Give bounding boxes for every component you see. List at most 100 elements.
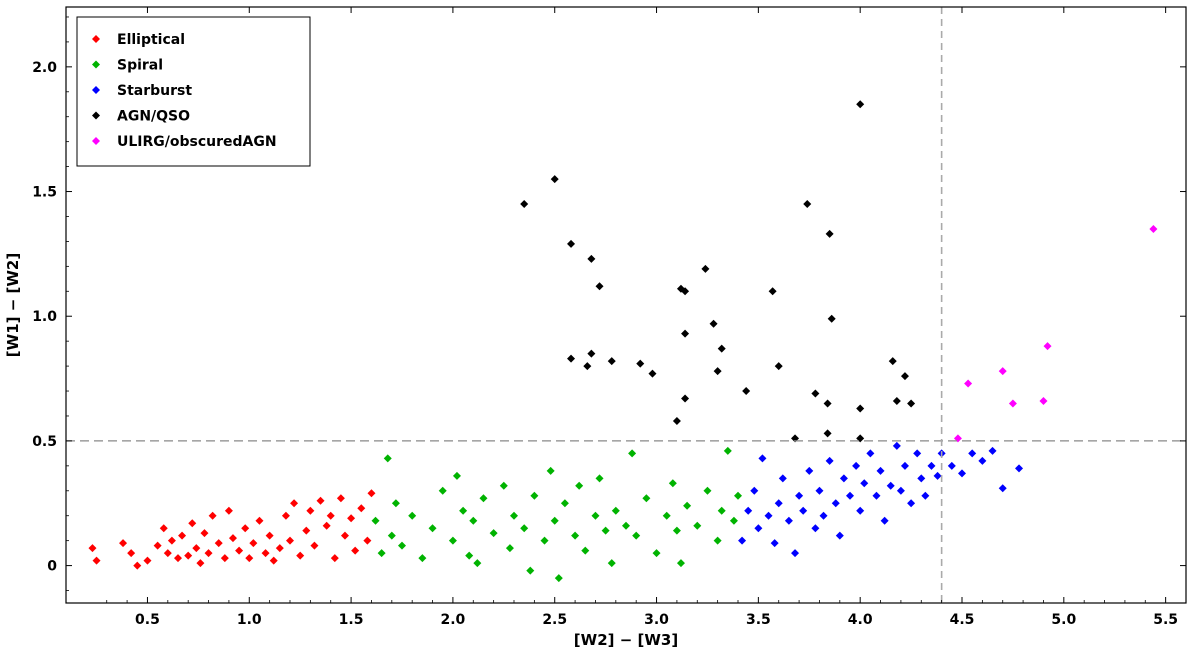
data-point bbox=[998, 484, 1007, 493]
data-point bbox=[391, 499, 400, 508]
data-point bbox=[917, 474, 926, 483]
data-point bbox=[418, 554, 427, 563]
data-point bbox=[275, 544, 284, 553]
y-tick-label: 0.5 bbox=[32, 434, 57, 450]
data-point bbox=[933, 471, 942, 480]
legend-label: AGN/QSO bbox=[117, 109, 190, 125]
data-point bbox=[167, 536, 176, 545]
data-point bbox=[852, 461, 861, 470]
data-point bbox=[734, 491, 742, 500]
data-point bbox=[770, 539, 779, 548]
x-tick-label: 4.0 bbox=[848, 612, 873, 628]
data-point bbox=[886, 481, 895, 490]
data-point bbox=[438, 486, 447, 495]
data-point bbox=[723, 446, 732, 455]
legend: Elliptical Spiral Starburst AGN/QSO ULIRG/ob… bbox=[76, 16, 311, 167]
data-point bbox=[184, 551, 193, 560]
data-point bbox=[336, 494, 345, 503]
data-point bbox=[778, 474, 787, 483]
data-point bbox=[958, 469, 966, 478]
data-point bbox=[377, 549, 386, 558]
data-point bbox=[302, 526, 311, 535]
data-point bbox=[601, 526, 610, 535]
data-point bbox=[587, 349, 596, 358]
data-point bbox=[750, 486, 759, 495]
legend-marker bbox=[92, 35, 100, 43]
data-point bbox=[591, 511, 600, 520]
data-point bbox=[281, 511, 290, 520]
legend-label: Elliptical bbox=[117, 32, 185, 48]
data-point bbox=[595, 474, 604, 483]
data-point bbox=[340, 531, 349, 540]
x-tick-label: 3.0 bbox=[644, 612, 669, 628]
data-point bbox=[860, 479, 869, 488]
x-tick-label: 2.0 bbox=[441, 612, 466, 628]
data-point bbox=[636, 359, 645, 368]
legend-label: ULIRG/obscuredAGN bbox=[117, 134, 277, 150]
data-point bbox=[357, 504, 366, 513]
legend-marker bbox=[92, 137, 100, 145]
data-point bbox=[265, 531, 274, 540]
data-point bbox=[1008, 399, 1017, 408]
data-point bbox=[713, 536, 722, 545]
data-point bbox=[784, 516, 793, 525]
data-point bbox=[351, 546, 360, 555]
data-point bbox=[729, 516, 738, 525]
data-point bbox=[668, 479, 677, 488]
data-point bbox=[900, 461, 909, 470]
data-point bbox=[835, 531, 844, 540]
data-point bbox=[261, 549, 270, 558]
data-point bbox=[662, 511, 671, 520]
data-point bbox=[322, 521, 331, 530]
data-point bbox=[892, 441, 901, 450]
data-point bbox=[758, 454, 767, 463]
data-point bbox=[742, 387, 751, 396]
data-point bbox=[520, 524, 529, 533]
data-point bbox=[921, 491, 930, 500]
data-point bbox=[310, 541, 319, 550]
data-point bbox=[764, 511, 773, 520]
data-point bbox=[819, 511, 828, 520]
series-starburst bbox=[738, 441, 1024, 558]
data-point bbox=[607, 559, 616, 568]
data-point bbox=[192, 544, 201, 553]
data-point bbox=[88, 544, 97, 553]
data-point bbox=[754, 524, 763, 533]
data-point bbox=[717, 506, 726, 515]
data-point bbox=[133, 561, 142, 570]
legend-marker bbox=[92, 86, 100, 94]
data-point bbox=[567, 354, 576, 363]
data-point bbox=[587, 254, 596, 263]
data-point bbox=[774, 499, 783, 508]
data-point bbox=[1043, 342, 1052, 351]
data-point bbox=[811, 524, 820, 533]
data-point bbox=[681, 329, 690, 338]
data-point bbox=[815, 486, 824, 495]
data-point bbox=[947, 461, 956, 470]
data-point bbox=[520, 200, 529, 209]
data-point bbox=[892, 397, 901, 406]
data-point bbox=[560, 499, 569, 508]
data-point bbox=[188, 519, 197, 528]
data-point bbox=[888, 357, 897, 366]
legend-box bbox=[76, 16, 311, 167]
data-point bbox=[717, 344, 726, 353]
data-point bbox=[428, 524, 437, 533]
data-point bbox=[200, 529, 209, 538]
data-point bbox=[469, 516, 478, 525]
data-point bbox=[499, 481, 508, 490]
x-tick-label: 3.5 bbox=[746, 612, 771, 628]
data-point bbox=[228, 534, 237, 543]
data-point bbox=[479, 494, 488, 503]
data-point bbox=[398, 541, 406, 550]
chart-marks bbox=[88, 100, 1158, 583]
data-point bbox=[968, 449, 977, 458]
data-point bbox=[642, 494, 651, 503]
data-point bbox=[526, 566, 535, 575]
data-point bbox=[693, 521, 702, 530]
data-point bbox=[505, 544, 514, 553]
data-point bbox=[241, 524, 250, 533]
data-point bbox=[703, 486, 712, 495]
data-point bbox=[196, 559, 205, 568]
data-point bbox=[907, 399, 916, 408]
